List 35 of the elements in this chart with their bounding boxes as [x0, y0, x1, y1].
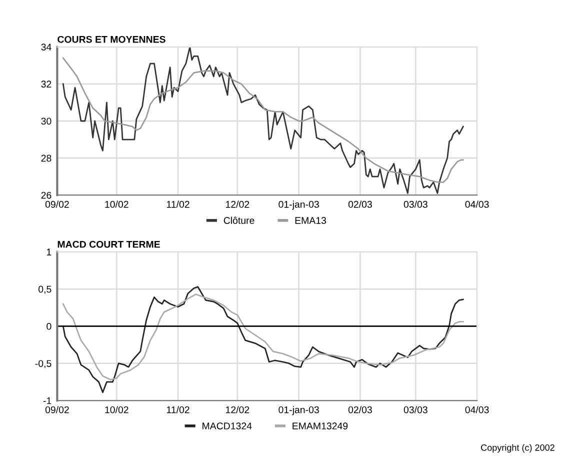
- y-tick-label: -1: [43, 397, 52, 404]
- x-tick-label: 03/03: [404, 200, 428, 208]
- legend-label: EMA13: [295, 217, 326, 224]
- x-tick-label: 12/02: [226, 406, 250, 414]
- x-tick-label: 10/02: [105, 406, 128, 414]
- y-tick-label: 0: [46, 322, 52, 330]
- x-tick-label: 01-jan-03: [278, 200, 319, 210]
- x-tick-label: 10/02: [105, 200, 128, 208]
- x-tick-label: 09/02: [45, 200, 69, 208]
- y-tick-label: 30: [41, 118, 52, 125]
- x-tick-label: 02/03: [348, 406, 372, 414]
- line-series: [62, 286, 464, 394]
- x-tick-label: 11/02: [166, 200, 190, 208]
- legend-label: MACD1324: [202, 422, 252, 430]
- x-tick-label: 04/03: [465, 200, 489, 208]
- x-tick-label: 04/03: [465, 406, 489, 414]
- x-tick-label: 03/03: [404, 406, 428, 414]
- y-tick-label: 1: [46, 248, 52, 256]
- y-tick-label: 0,5: [38, 286, 52, 294]
- x-tick-label: 09/02: [45, 406, 69, 414]
- x-tick-label: 12/02: [226, 200, 250, 208]
- y-tick-label: 28: [41, 154, 52, 162]
- x-tick-label: 01-jan-03: [278, 406, 319, 416]
- chart-title: MACD COURT TERME: [58, 240, 160, 248]
- text: Copyright (c) 2002: [481, 444, 554, 453]
- legend-label: Clôture: [224, 216, 254, 224]
- x-tick-label: 11/02: [166, 406, 190, 414]
- y-tick-label: -0,5: [35, 360, 52, 368]
- y-tick-label: 34: [41, 44, 52, 51]
- y-tick-label: 32: [41, 80, 52, 88]
- y-tick-label: 26: [41, 192, 52, 199]
- line-series: [62, 294, 464, 380]
- chart-title: COURS ET MOYENNES: [58, 36, 166, 43]
- legend-label: EMAM13249: [292, 422, 348, 430]
- x-tick-label: 02/03: [348, 200, 372, 208]
